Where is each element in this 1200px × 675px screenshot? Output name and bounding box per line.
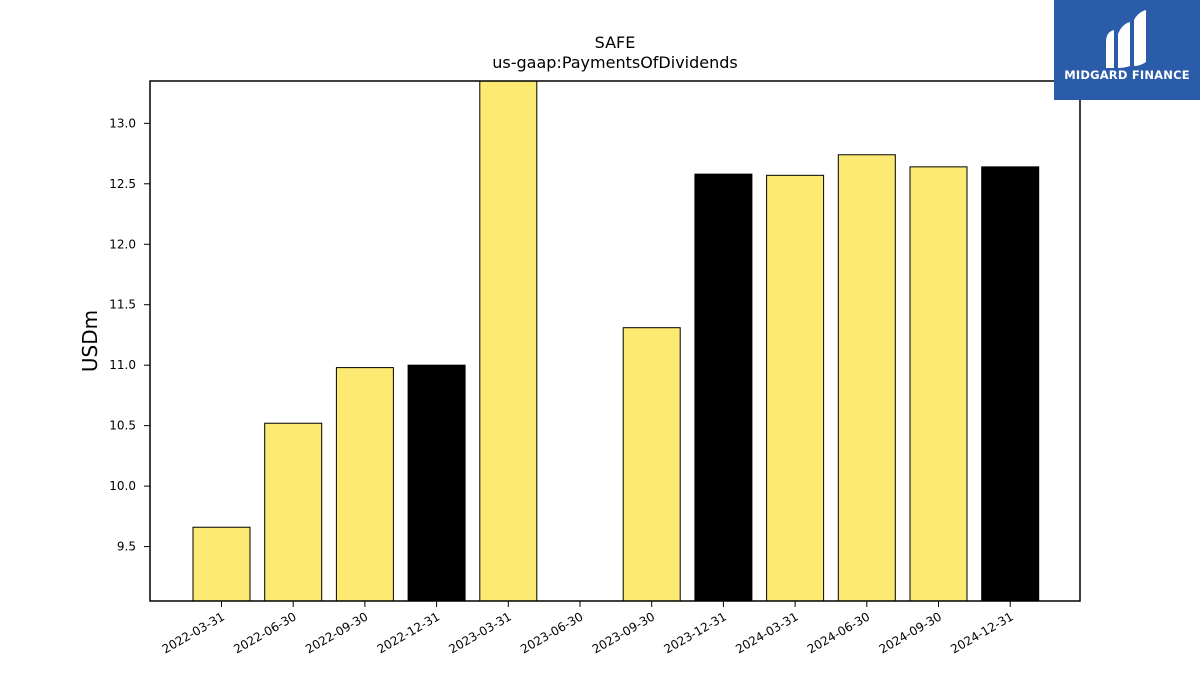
x-tick-label-2024-03-31: 2024-03-31 <box>733 609 800 656</box>
x-tick-label-2023-06-30: 2023-06-30 <box>518 609 585 656</box>
bar-2022-09-30 <box>335 367 394 601</box>
x-tick-label-2023-12-31: 2023-12-31 <box>661 609 728 656</box>
plot-area: 2022-03-31 2022-06-30 2022-09-30 2022-12-31… <box>109 80 1081 656</box>
x-tick-label-2024-06-30: 2024-06-30 <box>805 609 872 656</box>
plot-frame <box>149 80 1081 602</box>
bar-2022-03-31 <box>192 526 251 601</box>
x-tick-label-2022-12-31: 2022-12-31 <box>375 609 442 656</box>
x-tick-label-2023-03-31: 2023-03-31 <box>446 609 513 656</box>
bar-2023-09-30 <box>622 327 681 601</box>
logo-text: MIDGARD FINANCE <box>1064 68 1190 82</box>
bar-2022-06-30 <box>264 422 323 601</box>
bar-2023-12-31 <box>694 173 753 601</box>
y-axis-label: USDm <box>78 310 102 372</box>
bar-2023-03-31 <box>479 81 538 601</box>
logo-mark-icon <box>1106 10 1146 68</box>
x-tick-label-2022-06-30: 2022-06-30 <box>231 609 298 656</box>
y-tick-label-12: 12.0 <box>109 237 136 251</box>
x-tick-label-2022-09-30: 2022-09-30 <box>303 609 370 656</box>
y-tick-label-13: 13.0 <box>109 116 136 130</box>
bar-2024-09-30 <box>909 166 968 601</box>
bar-2024-06-30 <box>837 154 896 601</box>
y-tick-label-11: 11.0 <box>109 358 136 372</box>
x-tick-label-2022-03-31: 2022-03-31 <box>160 609 227 656</box>
y-tick-label-11.5: 11.5 <box>109 298 136 312</box>
bar-2022-12-31 <box>407 364 466 601</box>
bar-2024-12-31 <box>981 166 1040 601</box>
x-tick-label-2024-09-30: 2024-09-30 <box>877 609 944 656</box>
x-tick-label-2024-12-31: 2024-12-31 <box>948 609 1015 656</box>
y-tick-label-12.5: 12.5 <box>109 177 136 191</box>
midgard-finance-logo: MIDGARD FINANCE <box>1054 0 1200 100</box>
bar-2024-03-31 <box>766 174 825 601</box>
y-tick-label-10: 10.0 <box>109 479 136 493</box>
y-tick-label-9.5: 9.5 <box>117 540 136 554</box>
y-tick-label-10.5: 10.5 <box>109 419 136 433</box>
x-tick-label-2023-09-30: 2023-09-30 <box>590 609 657 656</box>
chart-title: SAFE <box>595 33 636 52</box>
chart-subtitle: us-gaap:PaymentsOfDividends <box>492 53 737 72</box>
